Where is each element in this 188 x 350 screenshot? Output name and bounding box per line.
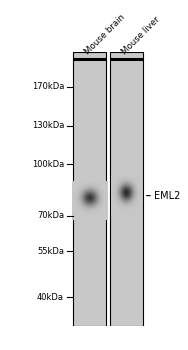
Text: Mouse brain: Mouse brain xyxy=(83,13,127,57)
Text: Mouse liver: Mouse liver xyxy=(120,15,162,57)
Bar xyxy=(110,52,143,326)
Text: EML2: EML2 xyxy=(154,191,180,201)
Text: 55kDa: 55kDa xyxy=(37,247,64,256)
Bar xyxy=(73,52,106,326)
Text: 40kDa: 40kDa xyxy=(37,293,64,302)
Text: 100kDa: 100kDa xyxy=(32,160,64,168)
Text: 130kDa: 130kDa xyxy=(32,121,64,130)
Text: 70kDa: 70kDa xyxy=(37,211,64,220)
Text: 170kDa: 170kDa xyxy=(32,82,64,91)
